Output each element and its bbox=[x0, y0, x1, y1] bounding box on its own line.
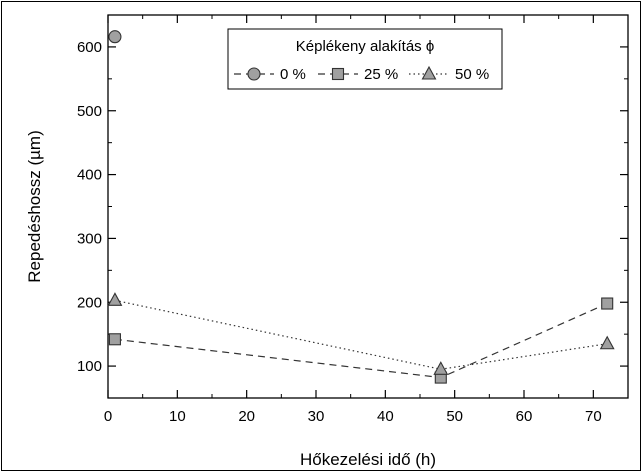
legend-label-1: 25 % bbox=[364, 66, 398, 83]
x-tick-label-3: 30 bbox=[308, 408, 325, 425]
legend-label-0: 0 % bbox=[280, 66, 306, 83]
legend-box bbox=[227, 28, 503, 90]
y-tick-label-2: 300 bbox=[77, 230, 102, 247]
x-tick-label-6: 60 bbox=[516, 408, 533, 425]
y-tick-label-0: 100 bbox=[77, 358, 102, 375]
series-layer bbox=[107, 30, 615, 384]
y-tick-label-3: 400 bbox=[77, 167, 102, 184]
y-tick-label-4: 500 bbox=[77, 103, 102, 120]
data-point-s0-0 bbox=[108, 30, 122, 44]
data-point-s2-0 bbox=[107, 292, 123, 306]
y-tick-label-1: 200 bbox=[77, 294, 102, 311]
x-tick-label-0: 0 bbox=[104, 408, 112, 425]
legend: Képlékeny alakítás ϕ 0 % 25 % 50 % bbox=[227, 28, 503, 90]
legend-label-2: 50 % bbox=[455, 66, 489, 83]
y-axis-title: Repedéshossz (µm) bbox=[25, 130, 44, 282]
data-point-s1-2 bbox=[601, 297, 614, 310]
legend-title: Képlékeny alakítás ϕ bbox=[296, 38, 434, 55]
x-tick-label-7: 70 bbox=[585, 408, 602, 425]
x-tick-label-2: 20 bbox=[238, 408, 255, 425]
legend-marker-0 bbox=[247, 67, 261, 81]
x-axis-title: Hőkezelési idő (h) bbox=[300, 450, 436, 469]
data-point-s2-1 bbox=[433, 361, 449, 375]
x-tick-label-4: 40 bbox=[377, 408, 394, 425]
axes: 0 10 20 30 40 50 60 70 100 200 300 400 500 600 bbox=[77, 14, 628, 425]
legend-marker-1 bbox=[331, 67, 345, 81]
legend-marker-2 bbox=[421, 65, 437, 80]
x-tick-label-1: 10 bbox=[169, 408, 186, 425]
data-point-s2-2 bbox=[599, 335, 615, 350]
x-tick-label-5: 50 bbox=[446, 408, 463, 425]
y-tick-label-5: 600 bbox=[77, 39, 102, 56]
data-point-s1-0 bbox=[108, 333, 121, 346]
